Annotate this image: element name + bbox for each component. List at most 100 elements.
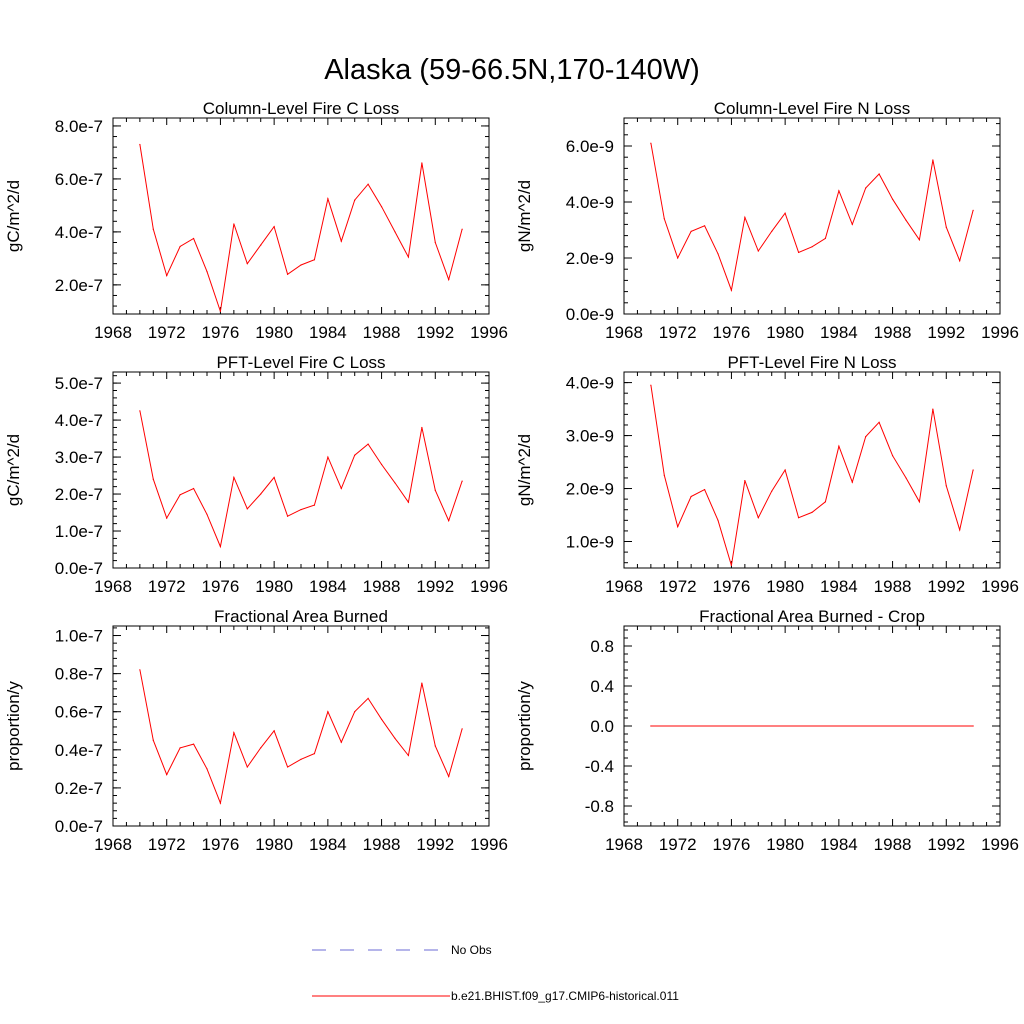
x-tick-label: 1968 bbox=[605, 835, 643, 854]
data-point bbox=[690, 495, 692, 498]
y-tick-label: 0.6e-7 bbox=[55, 703, 103, 722]
data-point bbox=[327, 711, 329, 713]
x-tick-label: 1972 bbox=[148, 577, 186, 596]
data-point bbox=[824, 237, 827, 239]
data-point bbox=[367, 183, 369, 185]
data-point bbox=[771, 490, 773, 492]
y-tick-label: 0.0 bbox=[590, 717, 614, 736]
data-point bbox=[434, 241, 436, 244]
x-tick-label: 1976 bbox=[713, 835, 751, 854]
data-point bbox=[797, 251, 800, 253]
data-point bbox=[273, 476, 275, 478]
data-point bbox=[461, 728, 463, 730]
y-tick-label: -0.8 bbox=[585, 797, 614, 816]
data-point bbox=[959, 260, 961, 262]
x-tick-label: 1988 bbox=[874, 577, 912, 596]
plot-frame bbox=[112, 371, 490, 569]
data-point bbox=[246, 263, 248, 265]
data-point bbox=[905, 477, 907, 479]
data-point bbox=[918, 239, 921, 241]
data-point bbox=[757, 250, 759, 252]
chart-panel-4: PFT-Level Fire N Loss gN/m^2/d 1968 1972 197… bbox=[515, 353, 1019, 596]
data-point bbox=[851, 223, 853, 225]
data-point bbox=[246, 508, 248, 510]
x-tick-label: 1976 bbox=[713, 577, 751, 596]
y-tick-label: 5.0e-7 bbox=[55, 374, 103, 393]
data-point bbox=[206, 513, 208, 515]
data-point bbox=[394, 482, 396, 484]
x-tick-label: 1984 bbox=[309, 323, 347, 342]
x-tick-label: 1992 bbox=[927, 835, 965, 854]
data-point bbox=[461, 228, 463, 230]
data-point bbox=[286, 766, 289, 768]
x-tick-label: 1992 bbox=[416, 577, 454, 596]
data-series-line bbox=[139, 669, 463, 805]
x-tick-label: 1996 bbox=[470, 323, 508, 342]
x-tick-label: 1976 bbox=[202, 323, 240, 342]
x-tick-label: 1972 bbox=[148, 323, 186, 342]
data-point bbox=[260, 493, 262, 495]
data-point bbox=[811, 511, 813, 513]
x-tick-label: 1984 bbox=[820, 323, 858, 342]
data-point bbox=[945, 226, 947, 228]
data-point bbox=[744, 216, 746, 218]
x-tick-label: 1968 bbox=[94, 835, 132, 854]
data-point bbox=[354, 454, 356, 456]
panel-title: PFT-Level Fire C Loss bbox=[216, 353, 385, 372]
x-tick-label: 1980 bbox=[766, 577, 804, 596]
data-point bbox=[152, 228, 154, 230]
x-tick-label: 1968 bbox=[94, 577, 132, 596]
data-point bbox=[340, 240, 342, 242]
data-point bbox=[878, 421, 880, 423]
data-point bbox=[932, 408, 934, 410]
x-tick-label: 1968 bbox=[94, 323, 132, 342]
y-tick-label: 0.0e-7 bbox=[55, 817, 103, 836]
y-tick-label: 4.0e-9 bbox=[566, 374, 614, 393]
data-point bbox=[286, 515, 289, 517]
data-point bbox=[233, 732, 235, 734]
x-tick-label: 1992 bbox=[416, 323, 454, 342]
x-tick-label: 1996 bbox=[981, 323, 1019, 342]
data-point bbox=[233, 476, 235, 478]
y-axis-label: proportion/y bbox=[515, 681, 534, 771]
x-tick-label: 1976 bbox=[202, 835, 240, 854]
chart-panel-2: Column-Level Fire N Loss gN/m^2/d 1968 1972… bbox=[515, 99, 1019, 342]
x-tick-label: 1968 bbox=[605, 323, 643, 342]
data-point bbox=[838, 445, 840, 447]
data-point bbox=[972, 209, 974, 211]
y-tick-label: 0.8 bbox=[590, 637, 614, 656]
data-point bbox=[703, 489, 706, 491]
y-tick-label: 3.0e-7 bbox=[55, 448, 103, 467]
data-point bbox=[771, 230, 773, 232]
data-point bbox=[838, 190, 840, 192]
data-series-line bbox=[139, 410, 463, 549]
data-point bbox=[367, 697, 369, 699]
y-tick-label: 4.0e-9 bbox=[566, 193, 614, 212]
data-point bbox=[233, 223, 235, 225]
data-point bbox=[139, 143, 141, 146]
x-tick-label: 1992 bbox=[927, 577, 965, 596]
y-tick-label: 4.0e-7 bbox=[55, 411, 103, 430]
x-tick-label: 1976 bbox=[202, 577, 240, 596]
y-tick-label: 0.4 bbox=[590, 677, 614, 696]
data-point bbox=[677, 257, 679, 259]
x-tick-label: 1996 bbox=[981, 835, 1019, 854]
data-point bbox=[972, 469, 974, 471]
data-point bbox=[192, 237, 195, 240]
y-axis-label: gC/m^2/d bbox=[4, 180, 23, 252]
data-point bbox=[932, 159, 934, 161]
x-tick-label: 1972 bbox=[659, 577, 697, 596]
data-point bbox=[421, 162, 423, 164]
x-tick-label: 1968 bbox=[605, 577, 643, 596]
data-point bbox=[166, 517, 168, 519]
data-point bbox=[945, 485, 947, 487]
data-point bbox=[448, 520, 450, 522]
x-tick-label: 1996 bbox=[981, 577, 1019, 596]
x-tick-label: 1984 bbox=[309, 577, 347, 596]
y-axis-label: proportion/y bbox=[4, 681, 23, 771]
data-point bbox=[179, 494, 181, 496]
x-tick-label: 1988 bbox=[363, 577, 401, 596]
data-point bbox=[300, 264, 302, 266]
panel-title: Fractional Area Burned bbox=[214, 607, 388, 626]
x-tick-label: 1988 bbox=[363, 323, 401, 342]
